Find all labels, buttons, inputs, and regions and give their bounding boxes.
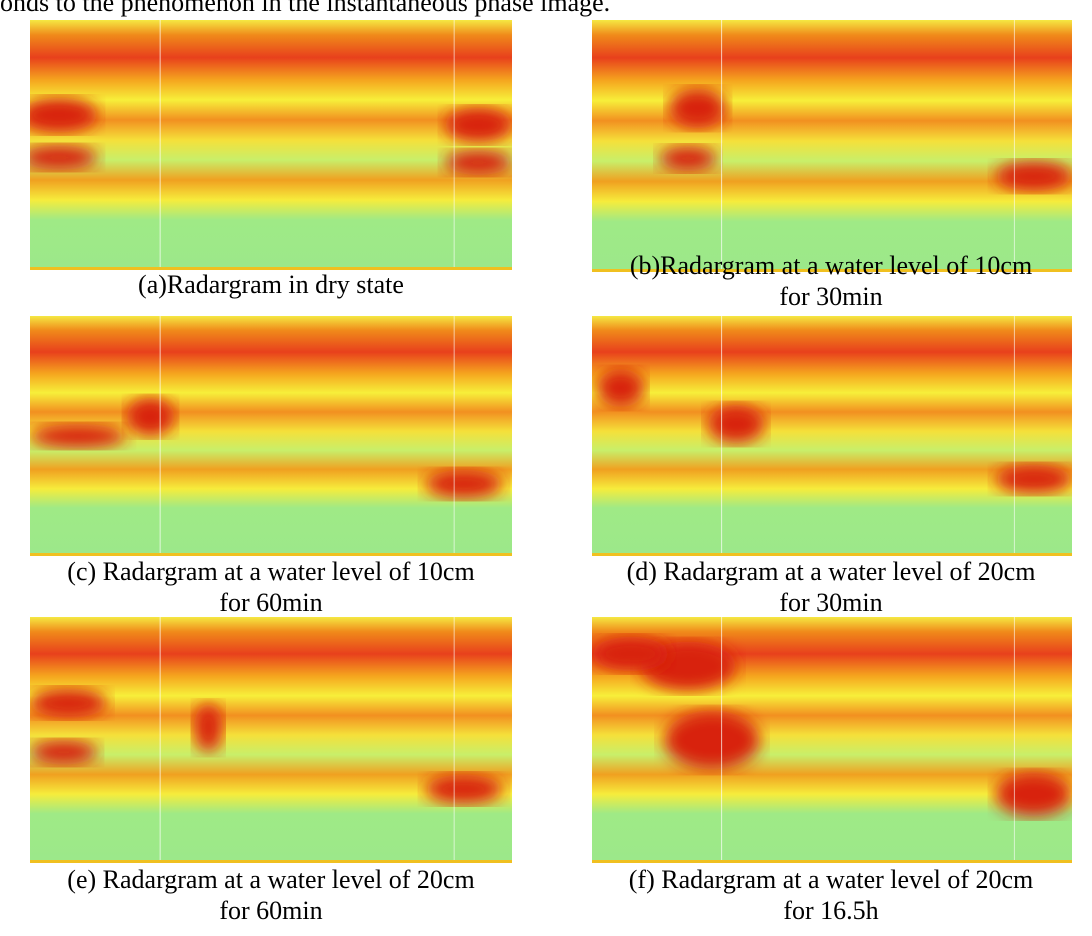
caption-line: (a)Radargram in dry state [11,269,531,300]
header-text: onds to the phenomenon in the instantane… [0,0,610,18]
page: onds to the phenomenon in the instantane… [0,0,1092,936]
caption-line: (d) Radargram at a water level of 20cm [571,556,1091,587]
radargram-image [592,20,1072,272]
caption: (a)Radargram in dry state [11,269,531,300]
caption-line: for 30min [571,587,1091,618]
caption-line: for 16.5h [571,895,1091,926]
caption-line: (b)Radargram at a water level of 10cm [571,250,1091,281]
radargram-image [30,617,512,863]
radargram-image [30,20,512,270]
caption-line: (e) Radargram at a water level of 20cm [11,864,531,895]
radargram-image [592,617,1072,863]
caption-line: for 60min [11,587,531,618]
caption-line: (c) Radargram at a water level of 10cm [11,556,531,587]
radargram-image [592,316,1072,556]
caption-line: for 30min [571,281,1091,312]
radargram-image [30,316,512,556]
caption-line: for 60min [11,895,531,926]
caption-line: (f) Radargram at a water level of 20cm [571,864,1091,895]
